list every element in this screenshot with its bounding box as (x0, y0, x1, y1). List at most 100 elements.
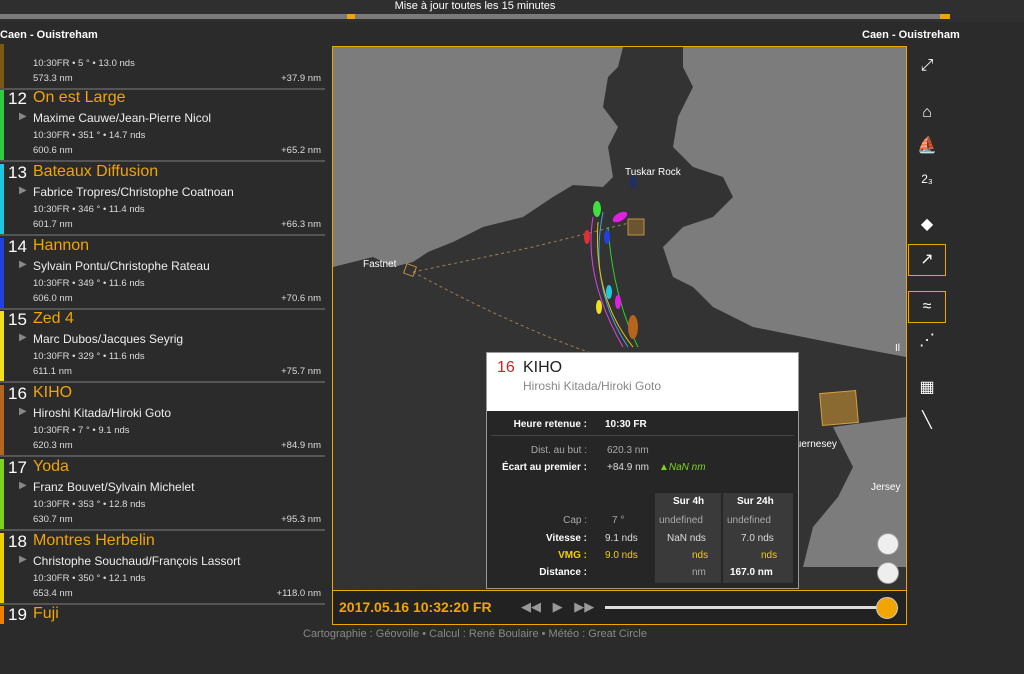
expand-icon[interactable]: ▶ (19, 111, 27, 122)
top-bar: Mise à jour toutes les 15 minutes (0, 0, 1024, 22)
entry-rank: 13 (8, 163, 27, 182)
entry-info: 10:30FR • 349 ° • 11.6 nds (33, 278, 145, 289)
popup-name: KIHO (523, 359, 563, 376)
col-24h-box (723, 493, 793, 583)
list-item[interactable]: 14 Hannon ▶ Sylvain Pontu/Christophe Rat… (0, 236, 325, 310)
label-fastnet: Fastnet (363, 259, 397, 270)
list-item[interactable]: 16 KIHO ▶ Hiroshi Kitada/Hiroki Goto 10:… (0, 383, 325, 457)
boat[interactable] (611, 210, 629, 225)
entry-info: 10:30FR • 353 ° • 12.8 nds (33, 499, 146, 510)
expand-icon[interactable]: ▶ (19, 332, 27, 343)
mark-tuskar-zone[interactable] (627, 218, 645, 236)
land-britain (663, 47, 906, 357)
mark-zone[interactable] (819, 389, 859, 427)
route-line (412, 271, 634, 368)
cap-label: Cap : (563, 515, 587, 526)
boat[interactable] (604, 230, 610, 244)
list-item[interactable]: 17 Yoda ▶ Franz Bouvet/Sylvain Michelet … (0, 457, 325, 531)
entry-gap: +118.0 nm (276, 588, 321, 599)
mark-fastnet[interactable] (402, 262, 418, 278)
boat[interactable] (629, 176, 637, 188)
col-24h-header: Sur 24h (737, 496, 774, 507)
ecart-extra: ▲NaN nm (659, 462, 706, 473)
col-4h-header: Sur 4h (673, 496, 705, 507)
sailboat-icon[interactable]: ⛵ (917, 137, 937, 154)
track-tool-icon[interactable]: ↗ (908, 244, 946, 276)
grid-icon[interactable]: ▦ (919, 379, 935, 396)
vmg-24h: nds (761, 550, 778, 561)
entry-name: Fuji (33, 605, 59, 622)
color-bar (0, 311, 4, 381)
timeline-marker[interactable] (347, 14, 355, 19)
play-button[interactable]: ▶ (552, 599, 563, 614)
timeline-track (0, 14, 950, 19)
popup-header: 16 KIHO Hiroshi Kitada/Hiroki Goto (487, 353, 798, 411)
zoom-in-button[interactable] (877, 533, 899, 555)
list-item[interactable]: 12 On est Large ▶ Maxime Cauwe/Jean-Pier… (0, 88, 325, 162)
expand-icon[interactable]: ▶ (19, 480, 27, 491)
eraser-icon[interactable]: ◆ (920, 216, 934, 233)
boat-kiho[interactable] (628, 315, 638, 339)
popup-rank: 16 (497, 359, 515, 376)
ecart-label: Écart au premier : (501, 462, 587, 473)
list-item[interactable]: 13 Bateaux Diffusion ▶ Fabrice Tropres/C… (0, 162, 325, 236)
cap-24h: undefined (727, 515, 771, 526)
boat-popup: 16 KIHO Hiroshi Kitada/Hiroki Goto Heure… (486, 352, 799, 589)
vmg-4h: nds (692, 550, 709, 561)
list-item[interactable]: 15 Zed 4 ▶ Marc Dubos/Jacques Seyrig 10:… (0, 309, 325, 383)
vitesse-value: 9.1 nds (605, 533, 638, 544)
list-item[interactable]: 18 Montres Herbelin ▶ Christophe Souchau… (0, 531, 325, 605)
boat[interactable] (596, 300, 602, 314)
expand-icon[interactable]: ▶ (19, 185, 27, 196)
entry-rank: 18 (8, 532, 27, 551)
wind-barb-icon[interactable]: ⋰ (919, 332, 935, 349)
boat[interactable] (615, 295, 621, 309)
ranking-icon[interactable]: 2₃ (921, 172, 933, 186)
boat[interactable] (584, 230, 590, 244)
ruler-icon[interactable]: ╲ (922, 412, 932, 429)
list-item[interactable]: 19 Fuji (0, 604, 325, 624)
forward-button[interactable]: ▶▶ (574, 599, 595, 614)
time-slider-handle[interactable] (876, 597, 898, 619)
list-item[interactable]: 10:30FR • 5 ° • 13.0 nds 573.3 nm +37.9 … (0, 44, 325, 90)
track (590, 216, 624, 348)
route-line-2 (412, 221, 634, 273)
cursor-coordinates: 50°40.27'N • 005°57.73'W (341, 579, 486, 590)
rewind-button[interactable]: ◀◀ (521, 599, 541, 614)
cap-4h: undefined (659, 515, 703, 526)
entry-distance: 601.7 nm (33, 219, 73, 230)
ecart-value: +84.9 nm (607, 462, 649, 473)
color-bar (0, 533, 4, 603)
color-bar (0, 459, 4, 529)
boat[interactable] (593, 201, 601, 217)
boat[interactable] (606, 285, 612, 299)
header-left: Caen - Ouistreham (0, 29, 98, 41)
vitesse-label: Vitesse : (546, 533, 587, 544)
playback-bar: 2017.05.16 10:32:20 FR ◀◀ ▶ ▶▶ (333, 590, 906, 624)
dist-label: Dist. au but : (530, 445, 587, 456)
fullscreen-icon[interactable]: ⤢ (920, 57, 934, 74)
entry-crew: Fabrice Tropres/Christophe Coatnoan (33, 185, 234, 199)
time-slider-track[interactable] (605, 606, 883, 609)
label-tuskar: Tuskar Rock (625, 167, 681, 178)
entry-rank: 16 (8, 384, 27, 403)
heure-label: Heure retenue : (513, 419, 587, 430)
home-icon[interactable]: ⌂ (922, 104, 932, 121)
expand-icon[interactable]: ▶ (19, 554, 27, 565)
entry-rank: 17 (8, 458, 27, 477)
zoom-out-button[interactable] (877, 562, 899, 584)
popup-crew: Hiroshi Kitada/Hiroki Goto (523, 379, 662, 393)
expand-icon[interactable]: ▶ (19, 259, 27, 270)
land-ireland (333, 47, 623, 267)
entry-name: Hannon (33, 237, 90, 254)
entry-name: Zed 4 (33, 310, 74, 327)
entry-rank: 14 (8, 237, 27, 256)
entry-name: Bateaux Diffusion (33, 163, 159, 180)
expand-icon[interactable]: ▶ (19, 406, 27, 417)
color-bar (0, 44, 4, 88)
wind-tool-icon[interactable]: ≈ (908, 291, 946, 323)
entry-gap: +95.3 nm (281, 514, 321, 525)
entry-distance: 573.3 nm (33, 73, 73, 84)
entry-name: Montres Herbelin (33, 532, 155, 549)
label-island: Il (895, 343, 900, 354)
